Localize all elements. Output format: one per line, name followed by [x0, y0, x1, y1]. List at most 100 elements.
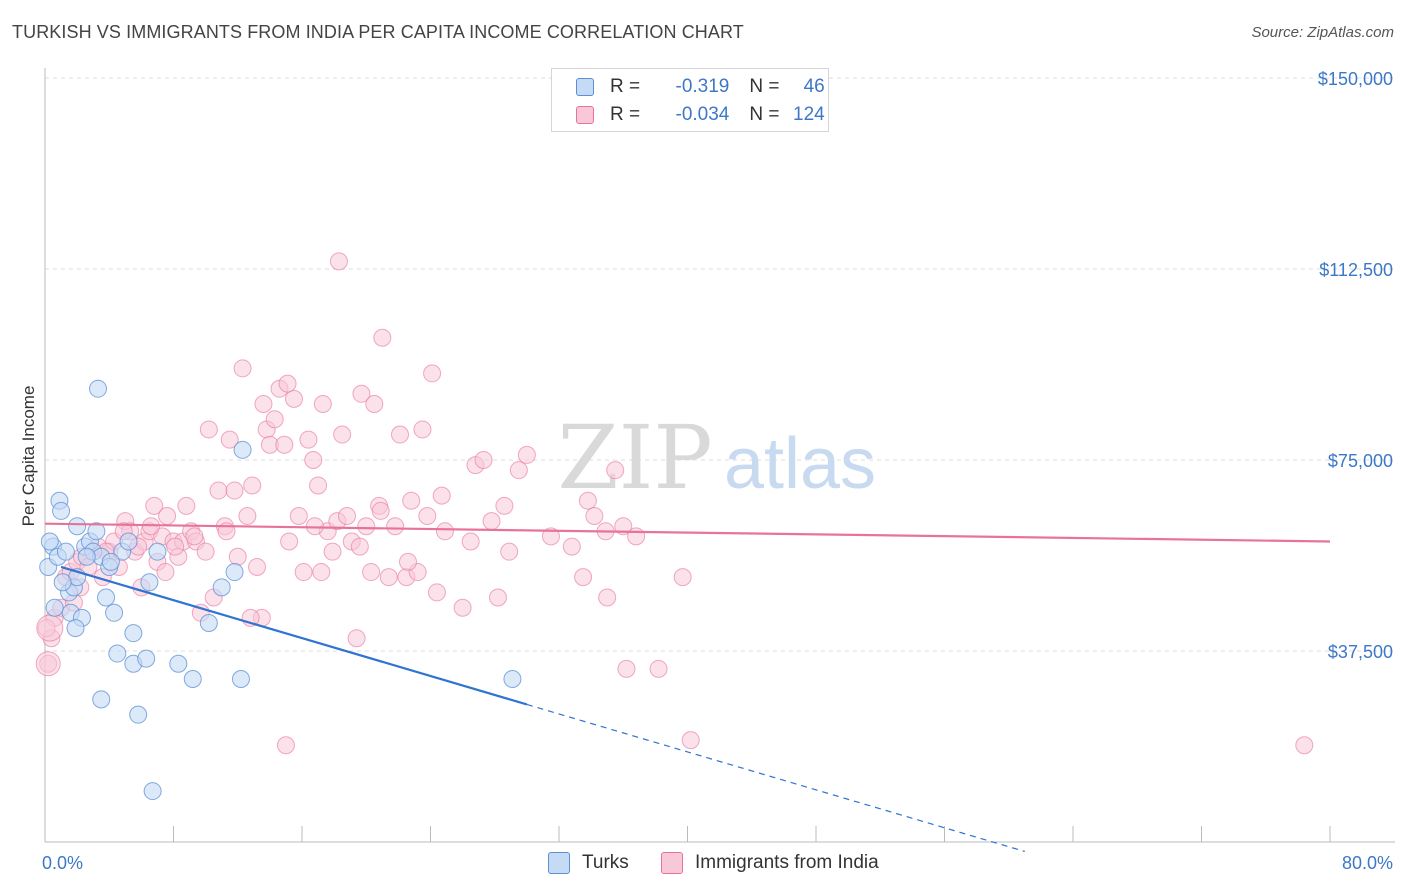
india-point: [299, 430, 318, 449]
india-point: [228, 547, 247, 566]
india-point: [329, 252, 348, 271]
y-tick-label: $112,500: [1319, 260, 1393, 280]
india-point: [278, 374, 297, 393]
india-point: [614, 517, 633, 536]
turks-point: [233, 440, 252, 459]
x-tick-label: 80.0%: [1342, 853, 1393, 873]
watermark-atlas: atlas: [724, 424, 876, 504]
turks-point: [89, 379, 108, 398]
india-point: [304, 451, 323, 469]
india-trend-line: [44, 522, 1331, 543]
india-point: [156, 563, 175, 582]
y-tick-label: $37,500: [1328, 642, 1393, 662]
india-point: [427, 583, 446, 602]
legend-r-label: R =: [610, 76, 646, 97]
india-point: [323, 542, 342, 561]
turks-point: [143, 782, 162, 801]
india-point: [627, 527, 646, 546]
india-point: [488, 588, 507, 607]
legend-item-turks[interactable]: Turks: [548, 852, 629, 874]
india-point: [585, 507, 604, 526]
india-point: [423, 364, 442, 383]
india-point: [199, 420, 218, 439]
india-point: [509, 461, 528, 480]
turks-point: [87, 522, 106, 541]
turks-point: [108, 644, 127, 663]
india-point: [185, 527, 204, 546]
watermark-zip: ZIP: [557, 406, 712, 509]
turks-point: [52, 501, 71, 520]
india-point: [158, 507, 177, 526]
legend-label-india: Immigrants from India: [695, 852, 879, 873]
correlation-legend: R = -0.319 N = 46 R = -0.034 N = 124: [551, 68, 829, 132]
legend-row-turks: R = -0.319 N = 46: [552, 73, 825, 101]
legend-r-label: R =: [610, 104, 646, 125]
india-point: [220, 430, 239, 449]
india-point: [681, 731, 700, 750]
axes: [44, 68, 1395, 843]
india-point: [276, 736, 295, 755]
turks-point: [137, 649, 156, 668]
india-point: [474, 451, 493, 469]
india-point: [371, 501, 390, 520]
india-point: [357, 517, 376, 536]
tick-labels: $37,500 $75,000 $112,500 $150,000 0.0% 80.0%: [42, 69, 1393, 873]
india-point: [209, 481, 228, 500]
legend-r-value-india: -0.034: [675, 104, 730, 125]
legend-item-india[interactable]: Immigrants from India: [661, 852, 879, 874]
india-point: [386, 517, 405, 536]
india-point: [379, 568, 398, 587]
series-india-points: [35, 252, 1314, 755]
india-point: [289, 507, 308, 526]
turks-point: [101, 552, 120, 571]
turks-point: [68, 517, 87, 536]
trend-lines: [44, 522, 1331, 853]
india-swatch-icon: [576, 106, 594, 124]
india-point: [562, 537, 581, 556]
series-legend: Turks Immigrants from India: [0, 852, 1406, 878]
turks-trend-extension: [526, 703, 1025, 853]
source-label: Source: ZipAtlas.com: [1251, 24, 1394, 41]
india-point: [36, 614, 64, 642]
turks-point: [77, 547, 96, 566]
india-point: [402, 491, 421, 510]
turks-point: [503, 670, 522, 689]
india-point: [435, 522, 454, 541]
turks-point: [53, 573, 72, 592]
india-point: [238, 507, 257, 526]
india-point: [350, 537, 369, 556]
india-point: [305, 517, 324, 536]
india-point: [265, 410, 284, 429]
series-turks-points: [39, 379, 522, 801]
india-point: [313, 394, 332, 413]
india-point: [243, 476, 262, 495]
turks-point: [225, 563, 244, 582]
india-point: [309, 476, 328, 495]
india-point: [578, 491, 597, 510]
india-point: [574, 568, 593, 587]
turks-point: [183, 670, 202, 689]
india-point: [177, 496, 196, 515]
india-point: [312, 563, 331, 582]
india-point: [390, 425, 409, 444]
india-point: [461, 532, 480, 551]
turks-point: [212, 578, 231, 597]
india-point: [1295, 736, 1314, 755]
legend-n-label: N =: [749, 76, 785, 97]
turks-point: [40, 532, 59, 551]
india-point: [517, 445, 536, 464]
turks-point: [105, 603, 124, 622]
legend-n-value-india: 124: [793, 104, 825, 125]
legend-r-value-turks: -0.319: [675, 76, 730, 97]
x-tick-label: 0.0%: [42, 853, 83, 873]
india-point: [352, 384, 371, 403]
legend-label-turks: Turks: [582, 852, 629, 873]
india-point: [275, 435, 294, 454]
turks-swatch-icon: [576, 78, 594, 96]
y-tick-label: $150,000: [1318, 69, 1393, 89]
india-point: [233, 359, 252, 378]
india-point: [500, 542, 519, 561]
india-point: [482, 512, 501, 531]
india-point: [333, 425, 352, 444]
